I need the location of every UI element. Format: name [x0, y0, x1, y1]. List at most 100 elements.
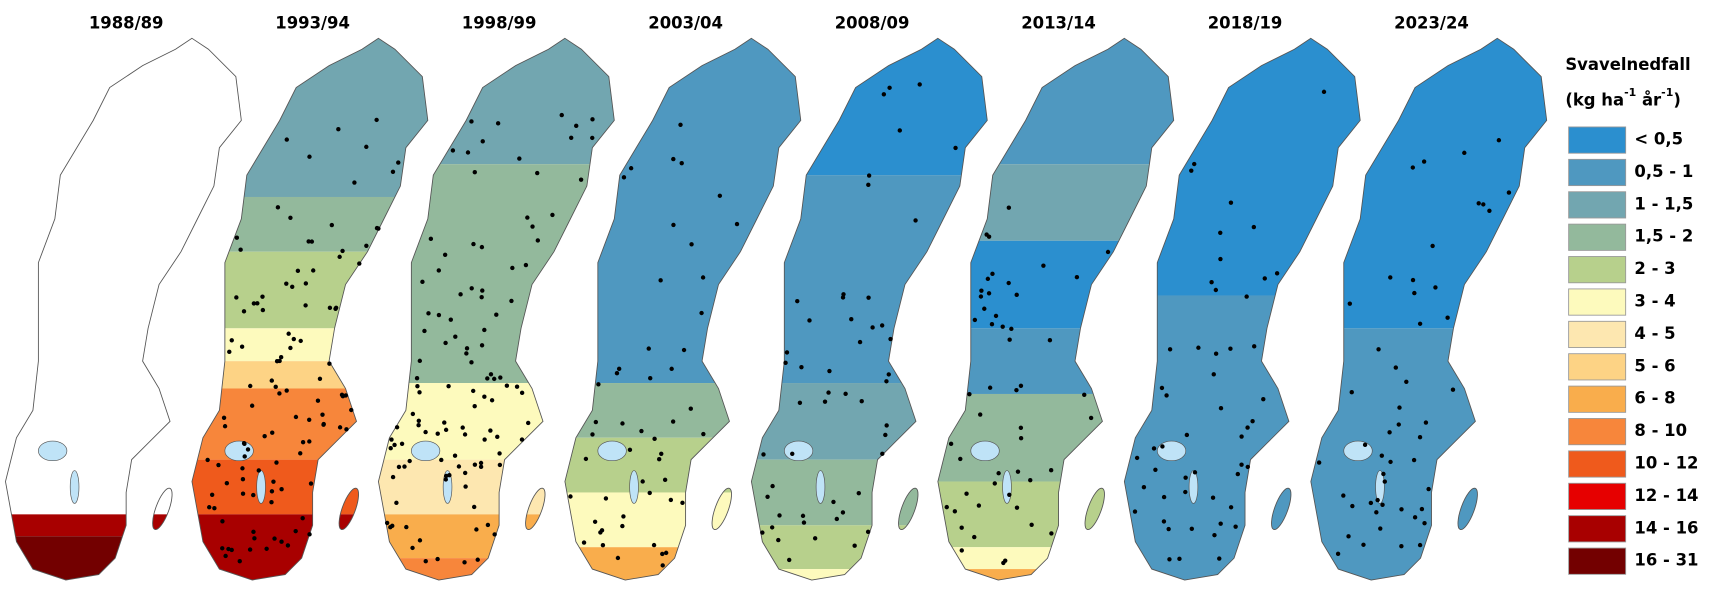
station	[1261, 396, 1266, 402]
station	[450, 148, 456, 153]
station	[284, 388, 289, 393]
station	[340, 248, 345, 254]
station	[658, 278, 663, 283]
station	[1462, 150, 1467, 156]
station	[1410, 165, 1416, 170]
legend-swatch	[1568, 515, 1627, 543]
station	[448, 317, 453, 322]
station	[407, 458, 412, 464]
station	[944, 504, 949, 510]
station	[976, 503, 982, 508]
station	[494, 312, 499, 317]
station	[1450, 387, 1456, 392]
station	[234, 295, 239, 300]
station	[615, 555, 621, 561]
station	[1164, 393, 1169, 398]
legend-label: 4 - 5	[1634, 324, 1675, 343]
station	[364, 144, 369, 150]
station	[1189, 168, 1194, 173]
station	[414, 376, 420, 381]
station	[269, 500, 274, 505]
legend-title: Svavelnedfall	[1565, 55, 1690, 74]
station	[1134, 455, 1140, 461]
station	[886, 372, 891, 377]
map-title: 2018/19	[1208, 14, 1283, 33]
station	[679, 160, 684, 166]
lake	[1188, 470, 1199, 504]
station	[1381, 471, 1386, 477]
station	[776, 537, 781, 543]
station	[599, 528, 605, 533]
station	[274, 359, 280, 364]
station	[224, 480, 230, 486]
station	[783, 360, 788, 366]
station	[308, 481, 314, 486]
lake	[970, 440, 1000, 462]
station	[1396, 422, 1401, 427]
station	[273, 384, 278, 390]
station	[220, 519, 225, 524]
station	[251, 529, 256, 535]
zone	[937, 328, 1174, 394]
unit-sup: -1	[1624, 86, 1636, 99]
station	[880, 451, 885, 456]
station	[480, 139, 485, 144]
station	[984, 232, 989, 237]
station	[1375, 497, 1380, 503]
legend-label: 5 - 6	[1634, 356, 1675, 375]
station	[442, 420, 447, 425]
station	[456, 464, 462, 469]
station	[1506, 190, 1512, 195]
station	[646, 346, 651, 351]
zone	[937, 164, 1174, 241]
station	[734, 221, 740, 227]
station	[620, 421, 625, 426]
station	[307, 154, 312, 159]
station	[648, 375, 653, 381]
station	[1009, 326, 1014, 332]
station	[1217, 556, 1222, 561]
station	[498, 375, 503, 380]
station	[1141, 484, 1147, 490]
station	[1252, 344, 1257, 349]
station	[460, 425, 465, 430]
station	[389, 437, 394, 442]
station	[590, 432, 595, 437]
station	[436, 312, 442, 318]
station	[465, 150, 471, 155]
station	[688, 406, 693, 411]
unit-sup: -1	[1661, 86, 1673, 99]
unit-text: år	[1636, 90, 1662, 109]
station	[464, 351, 469, 356]
station	[478, 460, 484, 466]
station	[462, 432, 468, 437]
station	[286, 331, 291, 336]
station	[488, 428, 493, 433]
lake	[69, 470, 80, 504]
map-title: 1988/89	[89, 14, 164, 33]
legend-label: 8 - 10	[1634, 421, 1687, 440]
station	[288, 215, 293, 220]
station	[660, 563, 665, 568]
legend-swatch	[1568, 450, 1627, 478]
station	[285, 543, 291, 548]
station	[269, 378, 274, 383]
station	[479, 343, 485, 348]
lake	[256, 470, 266, 504]
station	[284, 281, 289, 286]
station	[422, 328, 427, 334]
station	[384, 520, 390, 526]
station	[471, 241, 476, 247]
station	[1412, 290, 1417, 296]
station	[249, 403, 255, 408]
station	[769, 525, 775, 530]
station	[417, 538, 423, 543]
station	[270, 430, 275, 435]
station	[256, 468, 261, 473]
station	[443, 427, 449, 433]
station	[447, 473, 452, 478]
station	[462, 470, 468, 476]
zone	[751, 569, 988, 581]
station	[840, 510, 846, 515]
station	[277, 391, 282, 396]
